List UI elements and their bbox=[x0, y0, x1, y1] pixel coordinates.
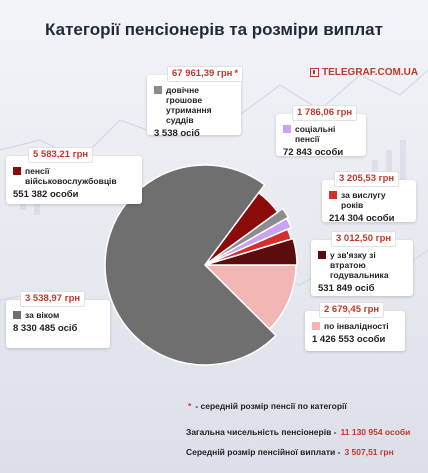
total-pensioners-value: 11 130 954 особи bbox=[340, 427, 411, 437]
footnote-star: * bbox=[188, 401, 192, 411]
average-payment-value: 3 507,51 грн bbox=[344, 447, 394, 457]
footnote-text: - середній розмір пенсії по категорії bbox=[195, 401, 347, 411]
amount-breadwinner: 3 012,50 грн bbox=[331, 231, 397, 247]
telegraf-logo-icon bbox=[310, 68, 319, 77]
count-judges: 3 538 осіб bbox=[154, 128, 200, 139]
callout-age: 3 538,97 грн за віком 8 330 485 осіб bbox=[6, 291, 110, 348]
callout-military: 5 583,21 грн пенсії військовослужбовців … bbox=[6, 147, 142, 204]
label-age: за віком bbox=[25, 310, 60, 320]
swatch-judges bbox=[154, 86, 162, 94]
category-age: за віком bbox=[13, 310, 103, 320]
category-breadwinner: у зв'язку зі втратою годувальника bbox=[318, 250, 406, 280]
label-breadwinner: у зв'язку зі втратою годувальника bbox=[330, 250, 389, 280]
category-service: за вислугу років bbox=[329, 190, 409, 210]
amount-service: 3 205,53 грн bbox=[334, 171, 400, 187]
pie-slice-age bbox=[104, 164, 277, 366]
category-social: соціальні пенсії bbox=[283, 124, 359, 144]
total-pensioners-row: Загальна чисельність пенсіонерів -11 130… bbox=[186, 427, 410, 437]
callout-breadwinner: 3 012,50 грн у зв'язку зі втратою годува… bbox=[311, 231, 413, 296]
pie-slice-judges bbox=[204, 207, 290, 266]
category-judges: довічне грошове утримання суддів bbox=[154, 85, 234, 125]
amount-judges: 67 961,39 грн * bbox=[167, 66, 244, 82]
count-breadwinner: 531 849 осіб bbox=[318, 283, 375, 294]
amount-military: 5 583,21 грн bbox=[28, 147, 94, 163]
label-military: пенсії військовослужбовців bbox=[25, 166, 117, 186]
callout-social: 1 786,06 грн соціальні пенсії 72 843 осо… bbox=[276, 105, 366, 158]
swatch-military bbox=[13, 167, 21, 175]
pie-slice-disability bbox=[203, 264, 297, 331]
label-service: за вислугу років bbox=[341, 190, 386, 210]
average-payment-label: Середній розмір пенсійної виплати - bbox=[186, 447, 341, 457]
swatch-social bbox=[283, 125, 291, 133]
swatch-breadwinner bbox=[318, 251, 326, 259]
count-age: 8 330 485 осіб bbox=[13, 323, 78, 334]
callout-disability: 2 679,45 грн по інвалідності 1 426 553 о… bbox=[305, 302, 405, 351]
swatch-disability bbox=[312, 322, 320, 330]
amount-social: 1 786,06 грн bbox=[292, 105, 358, 121]
callout-judges: 67 961,39 грн * довічне грошове утримання… bbox=[147, 66, 244, 139]
amount-disability: 2 679,45 грн bbox=[319, 302, 385, 318]
callout-service: 3 205,53 грн за вислугу років 214 304 ос… bbox=[322, 171, 416, 224]
amount-age: 3 538,97 грн bbox=[20, 291, 86, 307]
category-disability: по інвалідності bbox=[312, 321, 398, 331]
footnote: * - середній розмір пенсії по категорії bbox=[188, 401, 347, 411]
count-social: 72 843 особи bbox=[283, 147, 344, 158]
count-disability: 1 426 553 особи bbox=[312, 334, 386, 345]
category-military: пенсії військовослужбовців bbox=[13, 166, 135, 186]
pie-slice-breadwinner bbox=[204, 237, 298, 266]
swatch-service bbox=[329, 191, 337, 199]
total-pensioners-label: Загальна чисельність пенсіонерів - bbox=[186, 427, 337, 437]
count-service: 214 304 особи bbox=[329, 213, 395, 224]
label-judges: довічне грошове утримання суддів bbox=[166, 85, 212, 125]
average-payment-row: Середній розмір пенсійної виплати -3 507… bbox=[186, 447, 394, 457]
pie-slice-social bbox=[204, 217, 293, 266]
amount-judges-value: 67 961,39 грн bbox=[172, 68, 233, 79]
amount-judges-star: * bbox=[234, 68, 239, 79]
brand-logo[interactable]: TELEGRAF.COM.UA bbox=[310, 67, 418, 78]
swatch-age bbox=[13, 311, 21, 319]
label-social: соціальні пенсії bbox=[295, 124, 336, 144]
count-military: 551 382 особи bbox=[13, 189, 79, 200]
brand-text: TELEGRAF.COM.UA bbox=[322, 67, 419, 78]
label-disability: по інвалідності bbox=[324, 321, 389, 331]
chart-title: Категорії пенсіонерів та розміри виплат bbox=[45, 20, 383, 39]
